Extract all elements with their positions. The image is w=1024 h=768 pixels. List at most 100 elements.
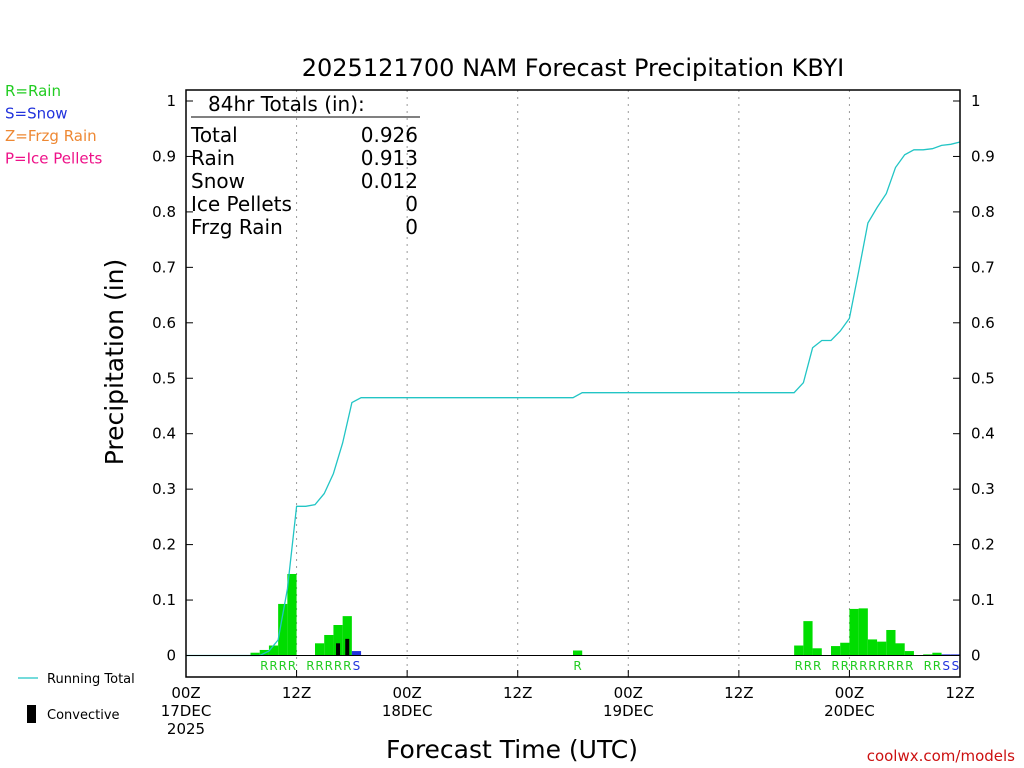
y-tick-label-left: 0.9 <box>152 147 176 165</box>
ptype-marker: R <box>279 659 287 673</box>
x-tick-label: 19DEC <box>603 702 654 720</box>
y-tick-label-left: 0.2 <box>152 536 176 554</box>
precip-bar <box>573 650 583 656</box>
precip-bar <box>268 645 279 656</box>
y-axis-title: Precipitation (in) <box>100 259 129 466</box>
plot-border <box>185 89 961 678</box>
x-tick-label: 12Z <box>282 684 311 702</box>
ptype-marker: R <box>868 659 876 673</box>
precip-bar <box>315 643 325 656</box>
x-tick-label: 12Z <box>724 684 753 702</box>
totals-row-label: Snow <box>191 169 245 193</box>
y-tick-label-left: 0 <box>166 647 176 665</box>
precip-bar <box>287 573 297 656</box>
precip-bar <box>324 634 334 656</box>
y-tick-label-right: 0.1 <box>971 591 995 609</box>
y-tick-label-left: 0.8 <box>152 203 176 221</box>
ptype-marker: S <box>942 659 950 673</box>
ptype-marker: R <box>896 659 904 673</box>
precip-bar <box>840 642 850 656</box>
type-legend-item: P=Ice Pellets <box>5 150 102 168</box>
x-tick-label: 2025 <box>167 720 205 738</box>
series-legend-item: Convective <box>47 708 120 723</box>
ptype-marker: R <box>905 659 913 673</box>
precip-bar <box>342 616 352 656</box>
y-tick-label-left: 0.3 <box>152 480 176 498</box>
totals-row-value: 0.012 <box>361 169 418 193</box>
y-tick-label-right: 0.9 <box>971 147 995 165</box>
type-legend-item: S=Snow <box>5 105 68 123</box>
x-tick-label: 00Z <box>392 684 421 702</box>
y-tick-label-left: 0.7 <box>152 258 176 276</box>
ptype-marker: R <box>334 659 342 673</box>
x-tick-label: 12Z <box>503 684 532 702</box>
ptype-marker: R <box>343 659 351 673</box>
series-legend-item: Running Total <box>47 672 135 687</box>
y-tick-label-left: 1 <box>166 92 176 110</box>
precip-bar <box>923 654 933 656</box>
ptype-marker: S <box>353 659 361 673</box>
ptype-marker: R <box>306 659 314 673</box>
x-tick-label: 20DEC <box>824 702 875 720</box>
ptype-marker: R <box>924 659 932 673</box>
convective-bar <box>336 643 341 656</box>
ptype-marker: R <box>878 659 886 673</box>
totals-row-value: 0 <box>405 215 418 239</box>
totals-row-value: 0.926 <box>361 123 418 147</box>
precip-bar <box>351 651 362 656</box>
precip-type-legend: R=Rain S=Snow Z=Frzg Rain P=Ice Pellets <box>5 82 102 168</box>
x-tick-label: 00Z <box>835 684 864 702</box>
totals-row-label: Rain <box>191 146 235 170</box>
precip-bar <box>858 608 868 656</box>
precip-bar <box>278 603 288 656</box>
legend-swatch-bar <box>27 705 36 723</box>
totals-row-label: Frzg Rain <box>191 215 283 239</box>
y-tick-label-right: 1 <box>971 92 981 110</box>
running-total-line <box>186 141 961 657</box>
x-tick-label: 18DEC <box>382 702 433 720</box>
precip-bar <box>932 652 942 656</box>
precip-bar <box>831 646 841 656</box>
chart-title: 2025121700 NAM Forecast Precipitation KB… <box>302 54 844 82</box>
convective-bar <box>345 638 350 656</box>
ptype-marker: R <box>859 659 867 673</box>
ptype-marker: R <box>260 659 268 673</box>
totals-box: 84hr Totals (in): Total 0.926 Rain 0.913 Snow… <box>190 92 420 239</box>
ticks-layer: 0 00.1 0.10.2 0.20.3 0.30.4 0.40.5 0.50.6 0.60.… <box>152 92 995 738</box>
series-legend: Running Total Convective <box>18 672 135 723</box>
totals-row-value: 0.913 <box>361 146 418 170</box>
precip-bar <box>867 639 878 656</box>
ptype-marker: R <box>795 659 803 673</box>
type-legend-item: R=Rain <box>5 82 61 100</box>
running-total-layer <box>186 141 961 657</box>
ptype-marker: R <box>325 659 333 673</box>
plot-frame <box>185 89 961 678</box>
y-tick-label-right: 0.6 <box>971 314 995 332</box>
ptype-marker: R <box>850 659 858 673</box>
precip-bar <box>895 643 905 656</box>
totals-row-label: Total <box>190 123 238 147</box>
ptype-marker: R <box>315 659 323 673</box>
credit-text: coolwx.com/models <box>867 747 1015 765</box>
ptype-marker: R <box>813 659 821 673</box>
ptype-marker: R <box>831 659 839 673</box>
y-tick-label-right: 0.8 <box>971 203 995 221</box>
y-tick-label-left: 0.1 <box>152 591 176 609</box>
precip-bar <box>803 621 813 656</box>
y-tick-label-right: 0 <box>971 647 981 665</box>
totals-heading: 84hr Totals (in): <box>208 92 365 116</box>
y-tick-label-right: 0.5 <box>971 369 995 387</box>
ptype-marker: R <box>288 659 296 673</box>
ptype-marker: S <box>952 659 960 673</box>
precip-bar <box>812 648 822 656</box>
y-tick-label-right: 0.7 <box>971 258 995 276</box>
totals-row-value: 0 <box>405 192 418 216</box>
precip-bar <box>941 654 951 656</box>
y-tick-label-left: 0.4 <box>152 425 176 443</box>
y-tick-label-right: 0.2 <box>971 536 995 554</box>
bars-layer <box>250 573 960 656</box>
y-tick-label-right: 0.4 <box>971 425 995 443</box>
ptype-marker: R <box>841 659 849 673</box>
x-axis-title: Forecast Time (UTC) <box>386 735 638 764</box>
